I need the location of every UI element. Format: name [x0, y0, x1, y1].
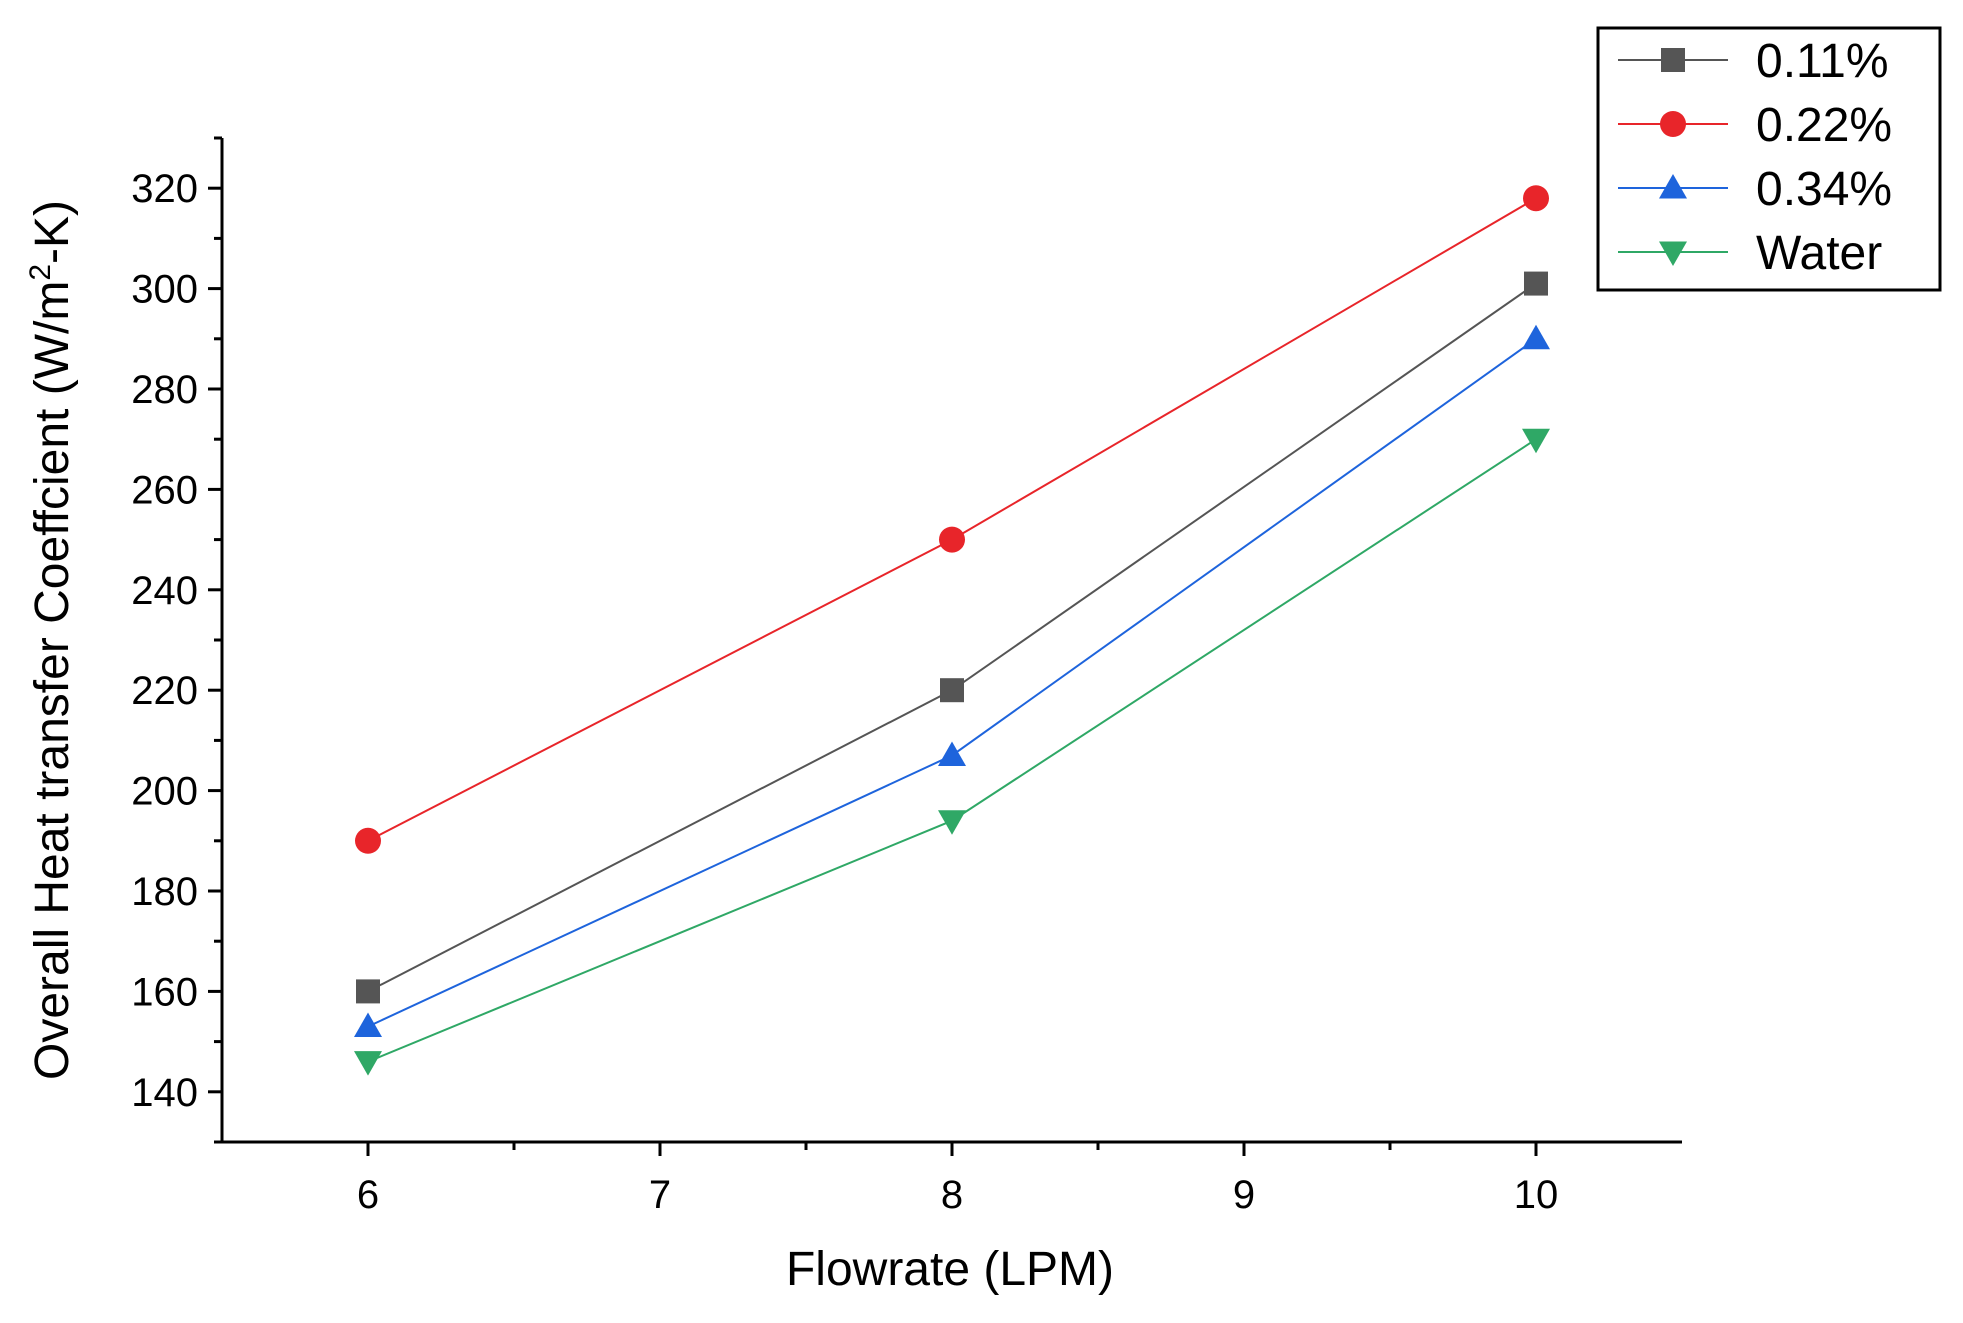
legend-marker-0-11pct: [1661, 48, 1685, 72]
y-tick-label: 280: [131, 368, 198, 412]
y-tick-label: 140: [131, 1071, 198, 1115]
legend-label-water: Water: [1756, 227, 1882, 280]
y-tick-label: 300: [131, 268, 198, 312]
data-point-0-22pct: [939, 526, 965, 553]
data-point-0-34pct: [1522, 324, 1550, 350]
legend-label-0-34pct: 0.34%: [1756, 163, 1892, 216]
data-point-0-34pct: [354, 1012, 382, 1038]
x-tick-label: 9: [1233, 1173, 1255, 1217]
y-tick-label: 260: [131, 468, 198, 512]
y-tick-label: 180: [131, 870, 198, 914]
data-point-0-11pct: [356, 979, 380, 1004]
x-tick-label: 6: [357, 1173, 379, 1217]
data-point-water: [354, 1051, 382, 1076]
data-point-0-11pct: [1524, 271, 1548, 296]
data-point-0-11pct: [940, 678, 964, 703]
data-point-water: [938, 810, 966, 835]
legend-label-0-11pct: 0.11%: [1756, 35, 1889, 88]
series-lines: [367, 197, 1537, 1063]
legend-marker-0-34pct: [1659, 174, 1687, 199]
y-axis-title-superscript: 2: [24, 264, 57, 281]
y-tick-label: 220: [131, 669, 198, 713]
y-tick-label: 160: [131, 970, 198, 1014]
x-tick-label: 7: [649, 1173, 671, 1217]
y-tick-label: 320: [131, 167, 198, 211]
legend-marker-0-22pct: [1660, 111, 1686, 137]
x-tick-label: 8: [941, 1173, 963, 1217]
x-tick-label: 10: [1514, 1173, 1559, 1217]
x-axis-title: Flowrate (LPM): [786, 1243, 1114, 1296]
series-markers: [354, 185, 1550, 1076]
y-axis-title-suffix: -K): [26, 200, 79, 264]
data-point-water: [1522, 428, 1550, 454]
y-tick-label: 240: [131, 569, 198, 613]
legend: 0.11% 0.22% 0.34% Water: [1596, 26, 1942, 292]
data-point-0-22pct: [1523, 185, 1549, 212]
legend-marker-water: [1659, 241, 1687, 266]
data-point-0-22pct: [355, 827, 381, 854]
data-point-0-34pct: [938, 741, 966, 766]
y-axis-title: Overall Heat transfer Coeffcient (W/m2-K…: [24, 200, 79, 1080]
legend-label-0-22pct: 0.22%: [1756, 99, 1892, 152]
series-line-0-11pct: [367, 282, 1537, 993]
axes: 6 7 8 9 10 140 160 180 200 220 240 260 280 300 320: [131, 136, 1682, 1217]
y-axis-title-main: Overall Heat transfer Coeffcient (W/m: [26, 281, 79, 1080]
legend-box: [1596, 26, 1942, 292]
y-tick-label: 200: [131, 770, 198, 814]
